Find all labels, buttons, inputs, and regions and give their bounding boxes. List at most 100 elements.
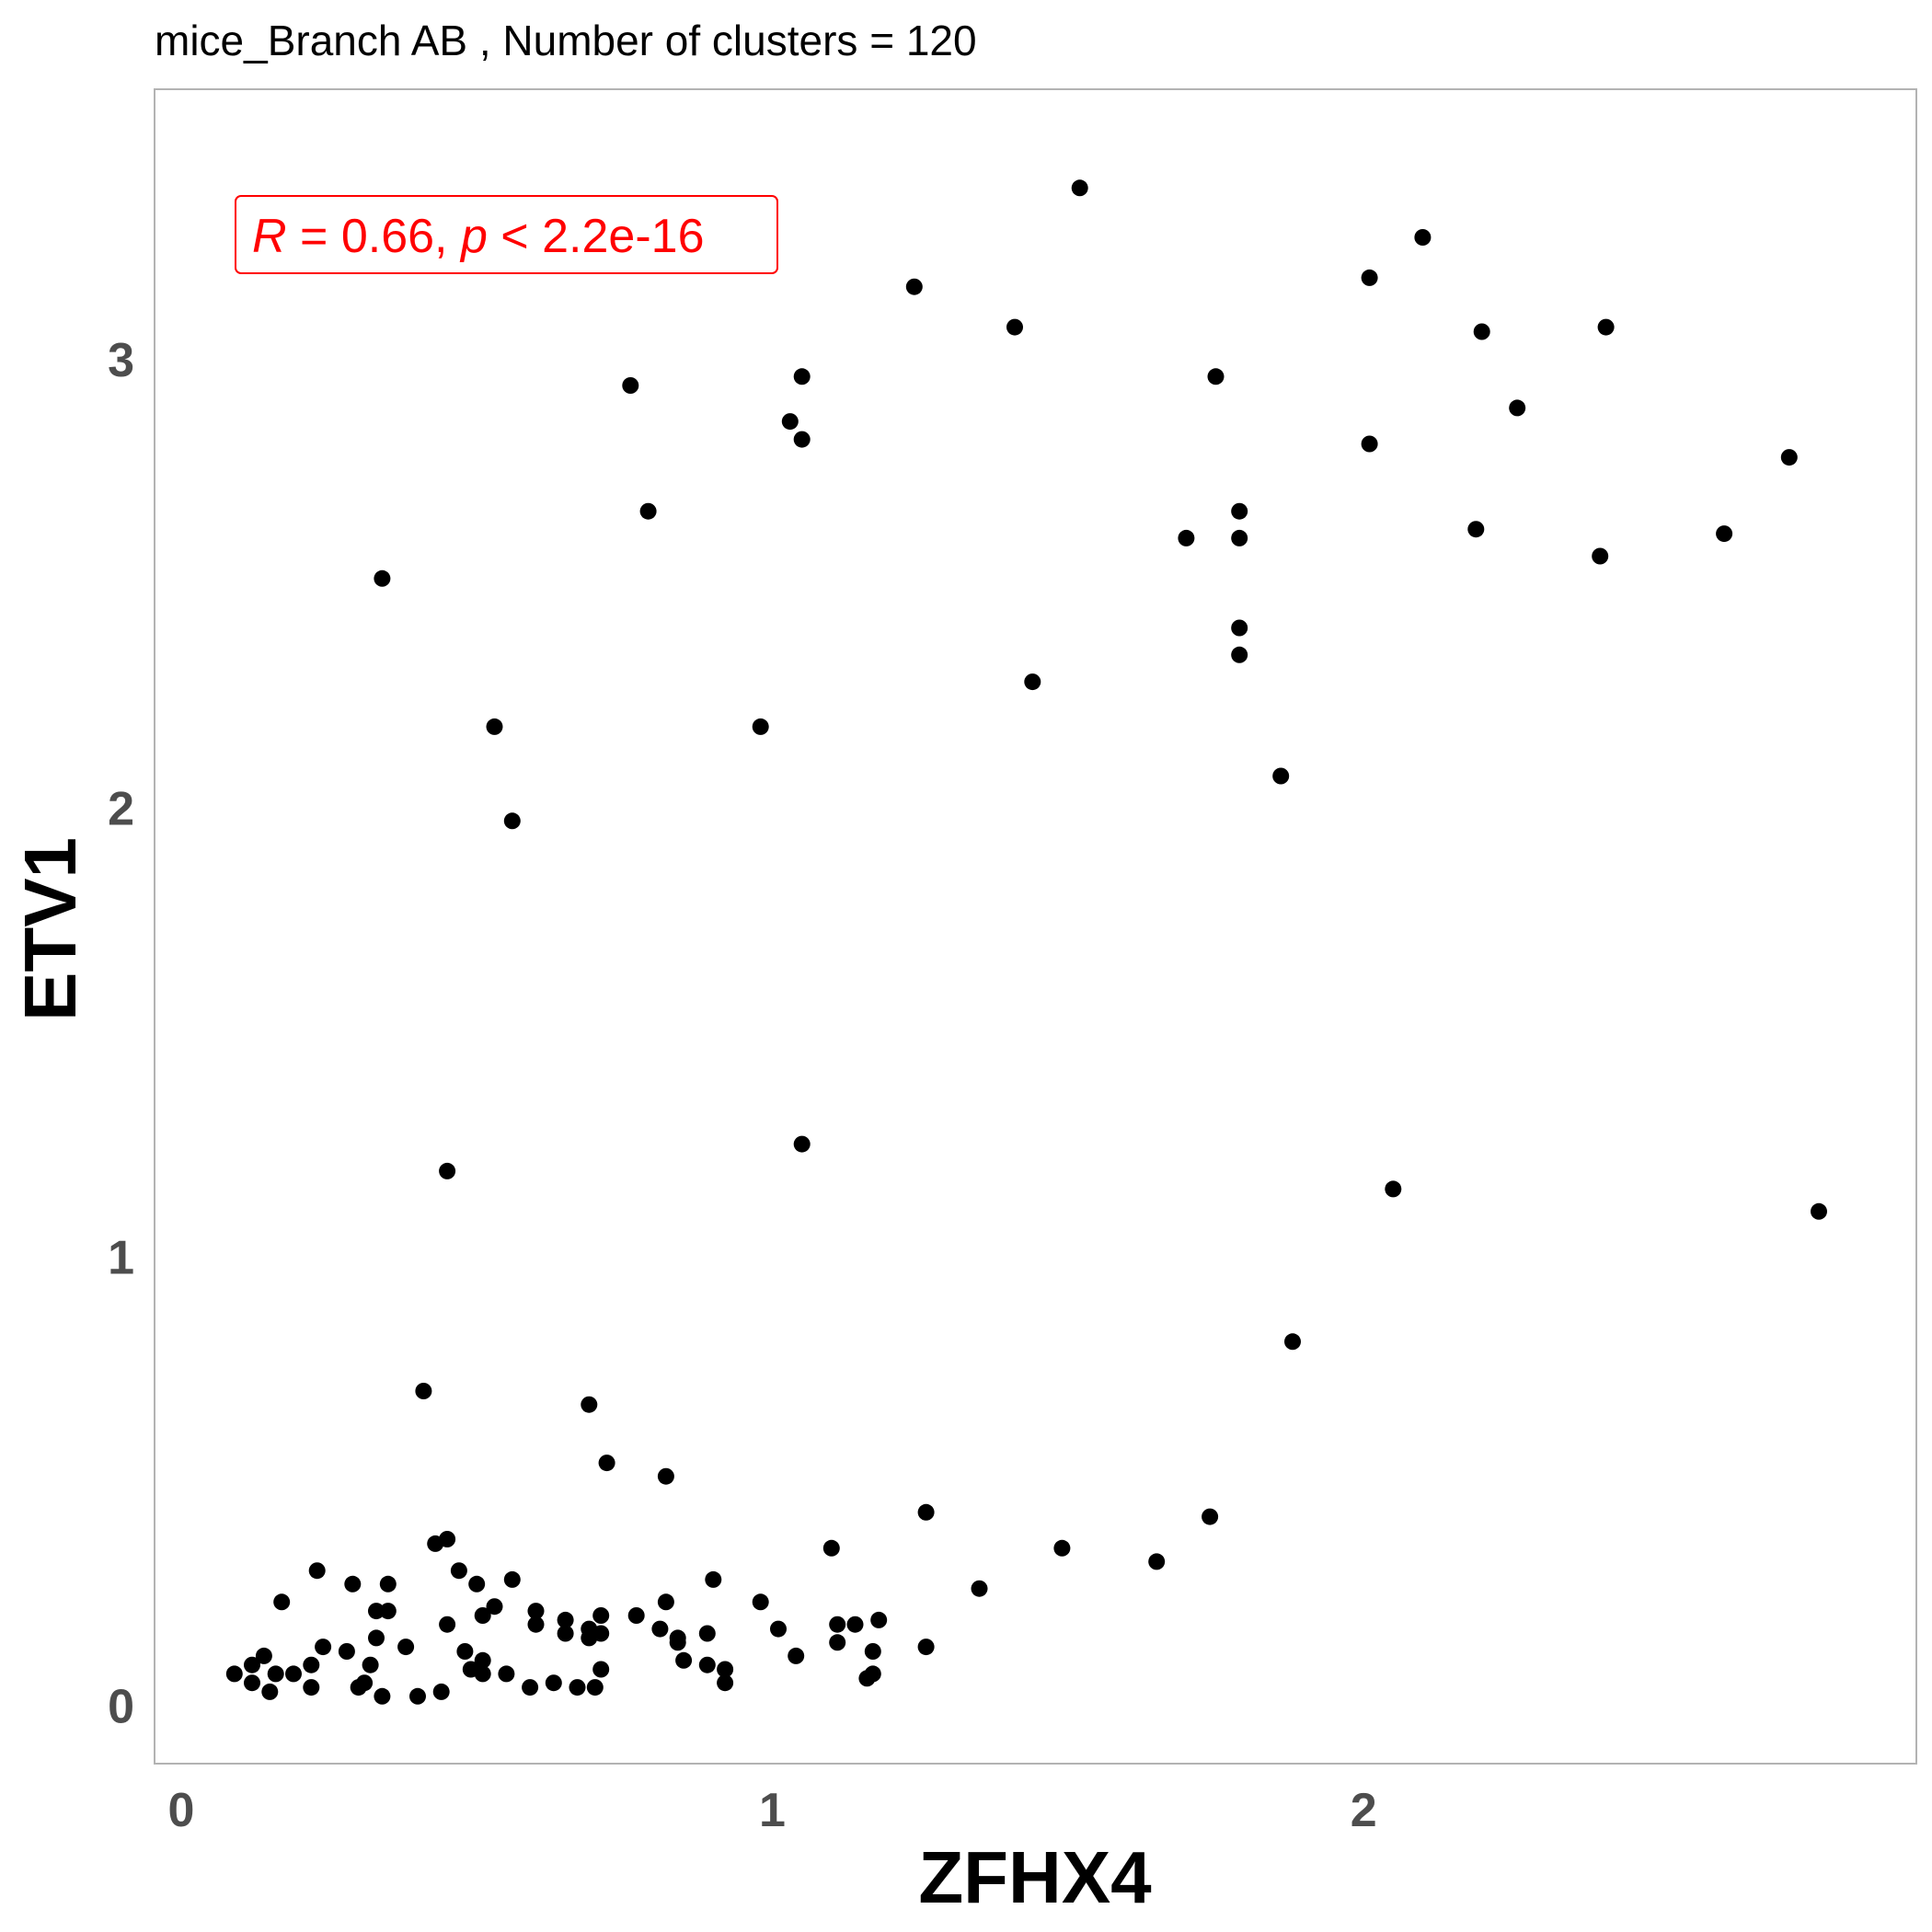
data-point-29 (439, 1616, 456, 1633)
data-point-82 (829, 1634, 846, 1651)
data-point-96 (1148, 1553, 1166, 1570)
data-point-116 (1780, 449, 1798, 466)
x-axis-title: ZFHX4 (918, 1836, 1152, 1918)
annotation-p-value: < 2.2e-16 (488, 210, 705, 263)
data-point-68 (698, 1625, 716, 1642)
data-point-86 (864, 1643, 881, 1660)
data-point-73 (752, 1593, 769, 1611)
data-point-58 (622, 377, 639, 394)
data-point-61 (651, 1620, 669, 1638)
data-point-27 (432, 1683, 450, 1700)
data-point-5 (267, 1665, 284, 1683)
data-point-95 (1071, 179, 1088, 197)
data-point-98 (1202, 1508, 1219, 1525)
data-point-83 (846, 1616, 864, 1633)
data-point-76 (788, 1647, 805, 1664)
data-point-1 (244, 1656, 260, 1673)
data-point-12 (338, 1643, 355, 1660)
y-tick-label-0: 0 (108, 1681, 134, 1734)
points-layer (225, 179, 1827, 1705)
data-point-89 (917, 1503, 935, 1521)
data-point-71 (717, 1674, 734, 1692)
annotation-p-symbol: p (459, 210, 488, 263)
data-point-109 (1414, 229, 1432, 246)
data-point-39 (486, 718, 503, 735)
data-point-0 (225, 1665, 243, 1683)
data-point-40 (498, 1665, 515, 1683)
data-point-81 (829, 1616, 846, 1633)
data-point-90 (917, 1639, 935, 1656)
data-point-69 (705, 1570, 722, 1588)
data-point-31 (450, 1562, 467, 1580)
data-point-47 (557, 1625, 574, 1642)
data-point-49 (569, 1679, 586, 1696)
x-axis-ticks: 0 1 2 (167, 1784, 1376, 1837)
data-point-46 (545, 1674, 562, 1692)
data-point-59 (627, 1607, 645, 1624)
data-point-72 (752, 718, 769, 735)
data-point-15 (356, 1674, 374, 1692)
data-point-112 (1509, 399, 1526, 417)
data-point-38 (486, 1598, 503, 1616)
data-point-62 (657, 1467, 674, 1485)
data-point-70 (717, 1661, 734, 1678)
data-point-104 (1272, 767, 1290, 785)
data-point-45 (527, 1616, 545, 1633)
data-point-8 (303, 1679, 320, 1696)
data-point-13 (344, 1575, 362, 1593)
data-point-55 (592, 1625, 610, 1642)
data-point-105 (1284, 1333, 1301, 1351)
data-point-63 (657, 1593, 674, 1611)
data-point-36 (474, 1665, 491, 1683)
data-point-117 (1811, 1202, 1827, 1220)
data-point-21 (379, 1575, 397, 1593)
data-point-74 (770, 1620, 787, 1638)
data-point-24 (409, 1687, 426, 1705)
data-point-48 (557, 1611, 574, 1628)
data-point-6 (273, 1593, 291, 1611)
data-point-34 (468, 1575, 486, 1593)
data-point-35 (474, 1607, 491, 1624)
data-point-91 (971, 1580, 988, 1597)
y-tick-label-2: 2 (108, 783, 134, 836)
data-point-102 (1231, 619, 1248, 637)
data-point-99 (1207, 368, 1225, 385)
data-point-16 (362, 1656, 379, 1673)
data-point-67 (698, 1656, 716, 1673)
data-point-3 (255, 1647, 272, 1664)
data-point-44 (527, 1603, 545, 1620)
y-tick-label-1: 1 (108, 1232, 134, 1285)
y-tick-label-3: 3 (108, 334, 134, 387)
data-point-78 (793, 431, 811, 448)
x-tick-label-1: 1 (759, 1784, 786, 1837)
data-point-80 (822, 1539, 840, 1557)
data-point-108 (1385, 1180, 1402, 1198)
data-point-88 (905, 278, 923, 295)
data-point-19 (374, 1687, 391, 1705)
data-point-87 (870, 1611, 888, 1628)
data-point-85 (864, 1665, 881, 1683)
data-point-28 (439, 1531, 456, 1547)
data-point-37 (474, 1651, 491, 1669)
annotation-box (235, 195, 778, 274)
data-point-66 (675, 1651, 693, 1669)
data-point-7 (285, 1665, 302, 1683)
data-point-18 (368, 1603, 385, 1620)
data-point-23 (397, 1639, 415, 1656)
annotation-r-value: = 0.66, (287, 210, 461, 263)
data-point-103 (1231, 646, 1248, 663)
data-point-2 (244, 1674, 260, 1692)
data-point-115 (1716, 525, 1733, 543)
data-point-93 (1024, 673, 1041, 691)
data-point-57 (598, 1455, 615, 1472)
data-point-53 (586, 1679, 604, 1696)
data-point-54 (592, 1607, 610, 1624)
data-point-11 (315, 1639, 332, 1656)
data-point-65 (669, 1634, 686, 1651)
annotation-r-symbol: R (252, 210, 287, 263)
data-point-50 (581, 1396, 598, 1413)
data-point-106 (1361, 269, 1378, 286)
data-point-42 (503, 1570, 521, 1588)
annotation-text: R = 0.66, p < 2.2e-16 (252, 210, 704, 263)
